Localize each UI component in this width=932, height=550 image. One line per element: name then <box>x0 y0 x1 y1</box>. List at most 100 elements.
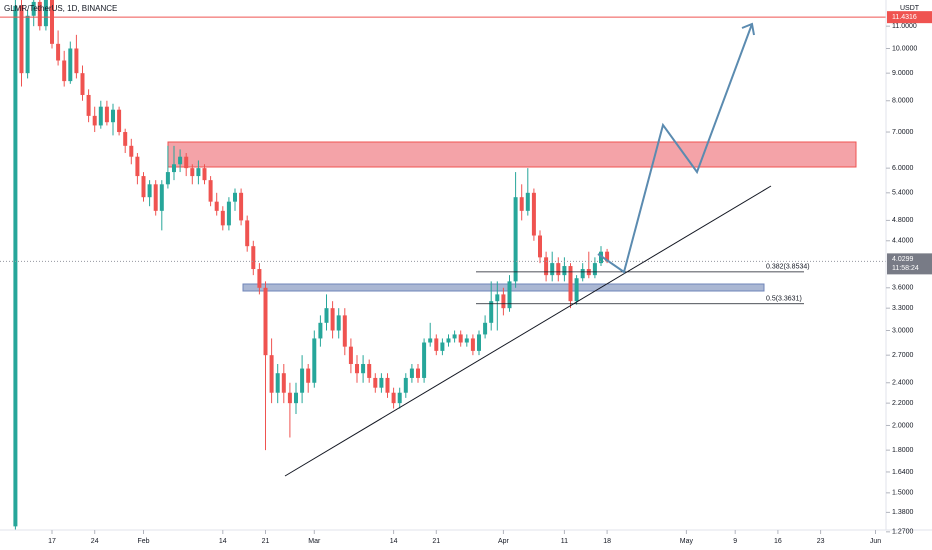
candle-body <box>458 334 463 343</box>
candle-body <box>74 48 79 74</box>
candle-body <box>324 308 329 323</box>
x-tick-label: Mar <box>308 538 321 545</box>
x-tick-label: 24 <box>91 538 99 545</box>
x-tick-label: Apr <box>498 538 510 545</box>
x-tick-label: Jun <box>870 538 881 545</box>
candle-body <box>422 342 427 378</box>
candle-body <box>464 338 469 343</box>
y-tick-label: 2.2000 <box>892 400 914 407</box>
candle-body <box>440 342 445 351</box>
candle-body <box>409 368 414 378</box>
x-tick-label: Feb <box>137 538 149 545</box>
candle-body <box>397 392 402 404</box>
candle-body <box>239 192 244 221</box>
y-tick-label: 1.8000 <box>892 447 914 454</box>
last-price-box <box>887 253 932 275</box>
projection-arrow <box>597 23 753 274</box>
candle-body <box>446 338 451 343</box>
candle-body <box>245 220 250 247</box>
candle-body <box>538 235 542 258</box>
candle-body <box>129 145 134 157</box>
candle-body <box>483 322 488 335</box>
candle-body <box>348 346 353 365</box>
candle-body <box>92 115 97 126</box>
last-price-label: 4.0299 <box>892 256 914 263</box>
candle-body <box>50 0 54 44</box>
y-tick-label: 3.6000 <box>892 285 914 292</box>
candle-body <box>507 281 512 309</box>
candle-body <box>111 109 115 123</box>
candle-body <box>208 180 213 202</box>
candle-body <box>263 287 268 356</box>
candle-body <box>165 172 170 185</box>
y-tick-label: 11.0000 <box>892 23 917 30</box>
candle-body <box>62 60 67 82</box>
candle-body <box>477 334 481 351</box>
candle-body <box>306 368 311 383</box>
candle-body <box>86 94 91 116</box>
candle-body <box>562 266 567 276</box>
candle-body <box>605 251 610 262</box>
candle-body <box>574 278 579 302</box>
candle-body <box>385 377 390 393</box>
x-tick-label: 9 <box>733 538 737 545</box>
candle-body <box>403 377 408 393</box>
fib-label: 0.5(3.3631) <box>766 296 802 303</box>
candle-body <box>56 43 61 61</box>
candle-body <box>434 338 439 351</box>
candle-body <box>556 263 561 276</box>
y-tick-label: 7.0000 <box>892 129 914 136</box>
candle-body <box>452 334 457 339</box>
candle-body <box>31 1 36 16</box>
level-price-box <box>887 11 932 24</box>
candle-body <box>275 373 280 393</box>
x-tick-label: 21 <box>262 538 270 545</box>
candle-body <box>147 184 152 198</box>
x-tick-label: 16 <box>774 538 782 545</box>
candle-body <box>141 176 146 198</box>
candle-body <box>98 106 103 126</box>
x-tick-label: 17 <box>48 538 56 545</box>
y-tick-label: 3.0000 <box>892 327 914 334</box>
x-tick-label: 14 <box>219 538 227 545</box>
x-tick-label: 23 <box>817 538 825 545</box>
x-tick-label: 21 <box>432 538 440 545</box>
candle-body <box>489 301 494 323</box>
candle-body <box>233 192 237 202</box>
resistance-zone <box>167 141 857 168</box>
candle-body <box>25 15 30 74</box>
candle-body <box>104 106 109 123</box>
candle-body <box>513 197 518 282</box>
arrow-head <box>741 22 755 36</box>
countdown-label: 11:58:24 <box>892 265 919 272</box>
candle-body <box>135 156 140 177</box>
candle-body <box>196 168 201 177</box>
candle-body <box>80 73 85 95</box>
candle-body <box>391 392 396 404</box>
candle-body <box>13 5 18 527</box>
y-tick-label: 8.0000 <box>892 98 914 105</box>
y-tick-label: 5.4000 <box>892 190 914 197</box>
trend-line <box>284 185 772 477</box>
candle-body <box>117 109 122 133</box>
x-tick-label: 11 <box>561 538 568 545</box>
y-tick-label: 2.4000 <box>892 380 914 387</box>
candle-body <box>342 315 347 347</box>
candle-body <box>355 364 359 374</box>
candle-body <box>153 184 158 211</box>
y-tick-label: 4.8000 <box>892 217 914 224</box>
x-tick-label: 18 <box>603 538 611 545</box>
candle-body <box>294 392 298 404</box>
y-tick-label: 3.3000 <box>892 305 914 312</box>
candle-body <box>367 364 372 378</box>
fib-label: 0.382(3.8534) <box>766 264 810 271</box>
y-tick-label: 9.0000 <box>892 70 914 77</box>
level-price-label: 11.4316 <box>892 14 917 21</box>
candle-body <box>220 210 225 226</box>
x-tick-label: 14 <box>390 538 398 545</box>
candle-body <box>361 364 366 374</box>
y-tick-label: 2.7000 <box>892 352 914 359</box>
candle-body <box>336 315 341 331</box>
candle-body <box>123 132 128 146</box>
